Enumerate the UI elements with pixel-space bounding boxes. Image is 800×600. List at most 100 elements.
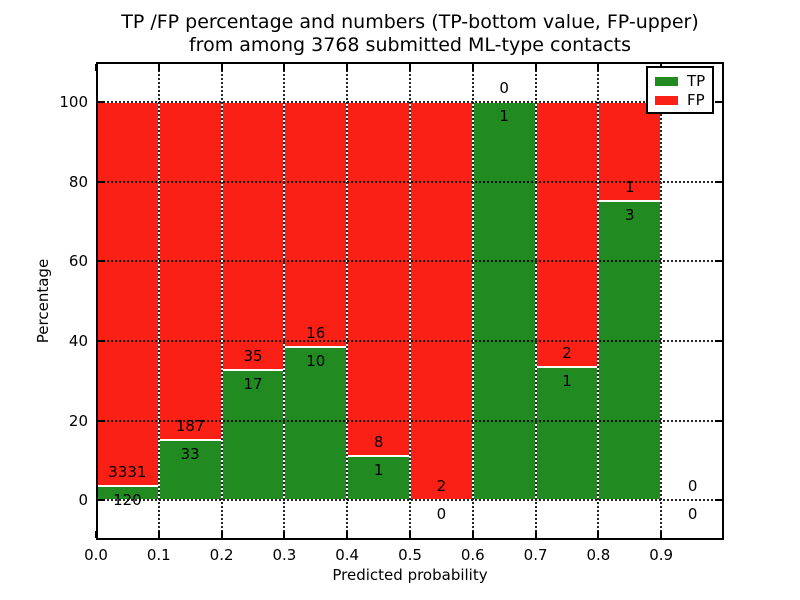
ytick-mark-left-60 (98, 260, 105, 263)
ytick-label-0: 0 (78, 491, 88, 510)
bar-label-tp-2: 17 (243, 374, 263, 393)
ytick-mark-left-40 (98, 339, 105, 342)
xtick-mark-top-0.6 (471, 64, 474, 71)
xtick-mark-bottom-0.5 (409, 531, 411, 538)
bar-label-fp-8: 1 (625, 178, 635, 197)
xtick-label-0.4: 0.4 (335, 546, 360, 564)
xtick-mark-bottom-0.2 (220, 531, 223, 538)
bar-label-tp-5: 0 (436, 505, 447, 524)
legend-label-fp: FP (687, 91, 705, 109)
gridline-y-0 (96, 499, 724, 502)
bar-segment-tp-8 (598, 201, 662, 501)
gridline-x-0.8 (597, 62, 600, 540)
bar-label-tp-8: 3 (625, 206, 635, 225)
bar-label-tp-4: 1 (373, 460, 384, 479)
chart-title-line2: from among 3768 submitted ML-type contac… (188, 34, 632, 56)
bar-label-tp-9: 0 (687, 505, 698, 524)
bar-label-tp-1: 33 (180, 445, 200, 464)
legend-swatch-tp (655, 77, 678, 86)
xtick-label-0.7: 0.7 (523, 546, 548, 564)
ytick-mark-left-80 (98, 180, 105, 183)
xtick-mark-bottom-0.3 (283, 531, 286, 538)
xtick-label-0.1: 0.1 (146, 546, 171, 564)
ytick-mark-right-80 (715, 180, 722, 183)
bar-segment-fp-1 (158, 101, 222, 441)
ytick-label-40: 40 (68, 331, 88, 350)
gridline-y-60 (96, 260, 724, 263)
bar-segment-fp-3 (284, 101, 348, 347)
bar-label-fp-0: 3331 (108, 463, 147, 482)
gridline-y-80 (96, 180, 724, 183)
bar-segment-tp-6 (472, 101, 536, 501)
gridline-y-40 (96, 339, 724, 342)
ytick-label-20: 20 (68, 411, 88, 430)
bar-label-fp-1: 187 (175, 417, 205, 436)
bar-label-tp-6: 1 (499, 106, 509, 125)
gridline-x-0.3 (283, 62, 286, 540)
gridline-x-0.7 (534, 62, 537, 540)
gridline-y-20 (96, 419, 724, 422)
xtick-mark-top-0.0 (95, 64, 97, 71)
gridline-x-0.5 (409, 62, 411, 540)
bar-segment-fp-4 (347, 101, 410, 456)
bar-segment-tp-3 (284, 346, 348, 501)
bar-label-fp-5: 2 (436, 477, 447, 496)
xtick-label-0.6: 0.6 (460, 546, 485, 564)
xtick-mark-bottom-0.7 (534, 531, 537, 538)
ytick-mark-left-20 (98, 419, 105, 422)
ytick-mark-left-0 (98, 499, 105, 502)
gridline-x-0.4 (346, 62, 349, 540)
bar-label-fp-6: 0 (499, 78, 509, 97)
ytick-mark-left-100 (98, 100, 105, 103)
xtick-label-0.5: 0.5 (398, 546, 422, 564)
ytick-label-60: 60 (68, 252, 88, 271)
xtick-mark-top-0.2 (220, 64, 223, 71)
ytick-mark-right-0 (715, 499, 722, 502)
gridline-x-0.2 (220, 62, 223, 540)
xtick-mark-top-0.4 (346, 64, 349, 71)
legend-swatch-fp (655, 96, 678, 105)
ytick-mark-right-100 (715, 100, 722, 103)
x-axis-label: Predicted probability (332, 566, 488, 584)
bar-label-tp-3: 10 (306, 351, 326, 370)
xtick-label-0.3: 0.3 (272, 546, 297, 564)
bar-segment-fp-7 (535, 101, 599, 368)
chart-title: TP /FP percentage and numbers (TP-bottom… (10, 11, 800, 57)
xtick-label-0.2: 0.2 (209, 546, 234, 564)
ytick-label-80: 80 (68, 172, 88, 191)
bar-label-fp-3: 16 (306, 324, 326, 343)
xtick-mark-bottom-0.9 (660, 531, 663, 538)
ytick-mark-right-20 (715, 419, 722, 422)
chart-title-line1: TP /FP percentage and numbers (TP-bottom… (121, 11, 699, 33)
legend-item-fp: FP (648, 91, 712, 110)
xtick-mark-bottom-0.6 (471, 531, 474, 538)
xtick-label-0.8: 0.8 (586, 546, 611, 564)
bar-segment-fp-0 (96, 101, 159, 487)
legend-label-tp: TP (687, 72, 706, 90)
ytick-mark-right-60 (715, 260, 722, 263)
gridline-x-0.9 (660, 62, 663, 540)
legend-item-tp: TP (648, 72, 712, 91)
gridline-x-0.1 (157, 62, 160, 540)
legend: TP FP (646, 66, 714, 114)
ytick-label-100: 100 (59, 92, 88, 111)
bar-label-fp-2: 35 (243, 347, 263, 365)
xtick-mark-bottom-0.0 (95, 531, 97, 538)
gridline-y-100 (96, 100, 724, 103)
bar-label-fp-4: 8 (373, 432, 384, 451)
bar-label-tp-7: 1 (562, 372, 572, 391)
ytick-mark-right-40 (715, 339, 722, 342)
bar-label-fp-7: 2 (562, 344, 572, 363)
bar-label-tp-0: 120 (113, 491, 142, 510)
xtick-mark-top-0.7 (534, 64, 537, 71)
xtick-mark-top-0.1 (157, 64, 160, 71)
xtick-mark-bottom-0.4 (346, 531, 349, 538)
bar-label-fp-9: 0 (687, 477, 698, 496)
bar-segment-fp-5 (410, 101, 473, 501)
xtick-mark-top-0.5 (409, 64, 411, 71)
xtick-mark-bottom-0.1 (157, 531, 160, 538)
xtick-mark-bottom-0.8 (597, 531, 600, 538)
bar-segment-fp-2 (221, 101, 285, 370)
xtick-mark-top-0.8 (597, 64, 600, 71)
